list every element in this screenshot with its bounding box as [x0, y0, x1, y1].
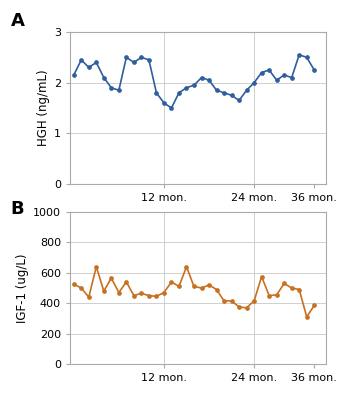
Y-axis label: IGF-1 (ug/L): IGF-1 (ug/L)	[16, 253, 29, 323]
Y-axis label: HGH (ng/mL): HGH (ng/mL)	[37, 70, 50, 146]
Text: A: A	[10, 12, 25, 30]
Text: B: B	[10, 200, 24, 218]
